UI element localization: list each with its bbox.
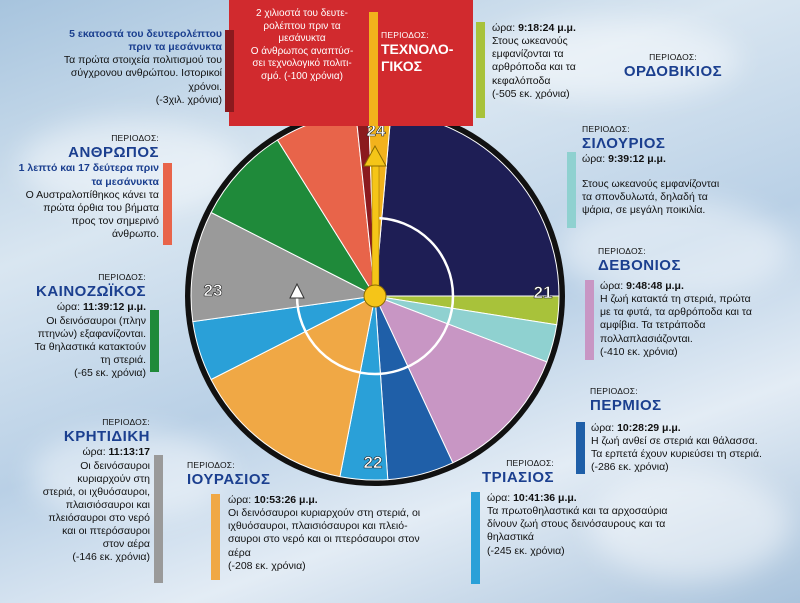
rotation-arc [295,216,455,376]
wedge-devonios [374,295,548,464]
triasios-heading: ΠΕΡΙΟΔΟΣ: ΤΡΙΑΣΙΟΣ [481,458,554,486]
anthropos-text: ΠΕΡΙΟΔΟΣ: ΑΝΘΡΩΠΟΣ 1 λεπτό και 17 δεύτερ… [18,133,159,240]
silourios-bar [567,152,576,228]
kainozoikos-text: ΠΕΡΙΟΔΟΣ: ΚΑΙΝΟΖΩΪΚΟΣ ώρα: 11:39:12 μ.μ.… [34,272,146,379]
kritidiki-text: ΠΕΡΙΟΔΟΣ: ΚΡΗΤΙΔΙΚΗ ώρα: 11:13:17 Οι δει… [42,417,150,564]
technologikos-text: 2 χιλιοστά του δευτε- ρολέπτου πριν τα μ… [250,8,354,82]
silourios-text: ώρα: 9:39:12 μ.μ. Στους ωκεανούς εμφανίζ… [582,153,720,217]
ordovikios-text: ώρα: 9:18:24 μ.μ. Στους ωκεανούς εμφανίζ… [492,22,576,100]
devonios-text: ώρα: 9:48:48 μ.μ. Η ζωή κατακτά τη στερι… [600,280,752,358]
permios-text: ώρα: 10:28:29 μ.μ. Η ζωή ανθεί σε στεριά… [591,422,762,474]
istoriki-bar [225,30,234,112]
istoriki-text: 5 εκατοστά του δευτερολέπτου πριν τα μεσ… [63,28,222,106]
hour-label-23: 23 [204,281,223,300]
devonios-heading: ΠΕΡΙΟΔΟΣ: ΔΕΒΟΝΙΟΣ [598,246,681,274]
ordovikios-bar [476,22,485,118]
kritidiki-bar [154,455,163,583]
clock-hub [363,284,387,308]
wedge-kainozoikos [190,211,377,323]
technologikos-bar [369,12,378,126]
hour-label-21: 21 [534,283,553,302]
iourasios-bar [211,494,220,580]
devonios-bar [585,280,594,360]
wedge-anthropos-green [210,139,377,298]
permios-bar [576,422,585,474]
wedge-iourasios [210,295,376,478]
ordovikios-heading: ΠΕΡΙΟΔΟΣ: ΟΡΔΟΒΙΚΙΟΣ [623,52,723,80]
hour-label-22: 22 [364,453,383,472]
triasios-bar [471,492,480,584]
kainozoikos-bar [150,310,159,372]
permios-heading: ΠΕΡΙΟΔΟΣ: ΠΕΡΜΙΟΣ [590,386,662,414]
silourios-heading: ΠΕΡΙΟΔΟΣ: ΣΙΛΟΥΡΙΟΣ [582,124,666,152]
clock-hand [371,161,380,297]
clock-hand-tip [363,144,387,167]
iourasios-text: ώρα: 10:53:26 μ.μ. Οι δεινόσαυροι κυριαρ… [228,494,421,572]
technologikos-heading: ΠΕΡΙΟΔΟΣ: ΤΕΧΝΟΛΟ- ΓΙΚΟΣ [381,30,454,75]
arc-arrowhead [289,282,305,299]
anthropos-bar [163,163,172,245]
iourasios-heading: ΠΕΡΙΟΔΟΣ: ΙΟΥΡΑΣΙΟΣ [187,460,271,488]
triasios-text: ώρα: 10:41:36 μ.μ. Τα πρωτοθηλαστικά και… [487,492,668,557]
wedge-dark-night [374,112,560,297]
technologikos-box: 2 χιλιοστά του δευτε- ρολέπτου πριν τα μ… [229,0,473,126]
